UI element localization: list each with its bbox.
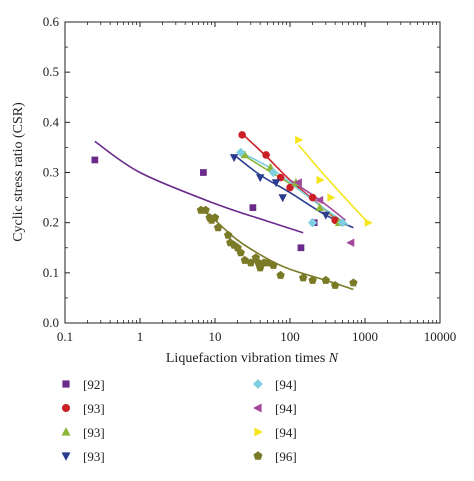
data-point (213, 223, 223, 232)
x-axis-title: Liquefaction vibration times N (166, 351, 339, 366)
legend-marker (254, 427, 263, 437)
data-point (299, 273, 308, 282)
data-point (236, 248, 245, 257)
y-tick-label: 0.1 (43, 265, 59, 280)
data-point (278, 194, 287, 203)
data-point (276, 270, 285, 279)
x-tick-label: 10000 (424, 329, 457, 344)
legend-label: [93] (83, 401, 105, 416)
data-point (346, 238, 355, 247)
legend-marker (253, 403, 262, 413)
data-point (315, 203, 324, 211)
data-point (293, 178, 302, 187)
data-point (207, 215, 216, 224)
plot-frame (64, 21, 441, 324)
legend-marker (253, 451, 263, 460)
legend-marker (62, 380, 70, 388)
legend-marker (61, 452, 71, 461)
data-point (249, 204, 257, 211)
data-point (321, 275, 330, 284)
data-point (271, 179, 281, 188)
fit-curve (94, 140, 304, 234)
data-point (295, 135, 304, 145)
legend-label: [93] (83, 449, 105, 464)
data-point (236, 147, 246, 158)
data-point (240, 150, 249, 159)
y-tick-label: 0.0 (43, 315, 59, 330)
y-tick-label: 0.2 (43, 215, 59, 230)
data-point (308, 275, 317, 284)
x-tick-label: 100 (280, 329, 300, 344)
y-tick-label: 0.6 (43, 14, 60, 29)
data-point (297, 244, 305, 252)
y-tick-label: 0.3 (43, 165, 59, 180)
data-point (238, 131, 246, 139)
data-point (91, 156, 99, 164)
data-point (256, 174, 265, 183)
legend-marker (61, 427, 71, 436)
data-point (308, 218, 318, 228)
x-tick-label: 0.1 (57, 329, 73, 344)
data-point (262, 151, 270, 159)
data-point (201, 205, 210, 214)
data-point (316, 175, 325, 185)
y-tick-label: 0.5 (43, 64, 59, 79)
data-points (91, 131, 373, 289)
legend-label: [92] (83, 377, 105, 392)
data-point (224, 230, 233, 239)
data-point (200, 169, 207, 176)
data-point (269, 260, 278, 269)
data-point (268, 167, 278, 178)
legend-label: [93] (83, 425, 105, 440)
data-point (364, 218, 373, 227)
y-tick-label: 0.4 (43, 114, 60, 129)
data-point (331, 281, 340, 289)
legend: [92] [93] [93] [93] [94] [94] [94] [96] (61, 377, 297, 464)
data-point (321, 211, 330, 220)
fit-curve (200, 207, 354, 291)
x-tick-label: 1000 (352, 329, 378, 344)
legend-label: [94] (275, 425, 297, 440)
data-point (308, 193, 317, 202)
x-tick-label: 10 (209, 329, 222, 344)
x-tick-label: 1 (137, 329, 144, 344)
data-point (337, 218, 347, 228)
data-point (327, 193, 336, 202)
legend-label: [94] (275, 401, 297, 416)
fit-curve (297, 144, 369, 224)
legend-marker (253, 379, 263, 389)
data-point (229, 154, 239, 163)
legend-marker (61, 403, 71, 413)
legend-label: [94] (275, 377, 297, 392)
legend-label: [96] (275, 449, 297, 464)
data-point (349, 278, 358, 287)
y-axis-title: Cyclic stress ratio (CSR) (11, 102, 26, 242)
data-point (315, 195, 324, 205)
